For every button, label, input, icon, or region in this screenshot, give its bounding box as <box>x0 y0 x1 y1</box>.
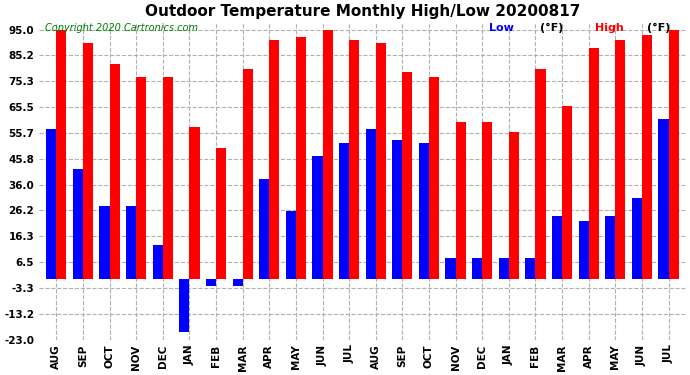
Bar <box>313 156 322 279</box>
Bar <box>163 77 173 279</box>
Bar <box>552 216 562 279</box>
Bar <box>126 206 136 279</box>
Bar <box>499 258 509 279</box>
Bar <box>46 129 57 279</box>
Bar <box>578 221 589 279</box>
Bar <box>322 30 333 279</box>
Text: (°F): (°F) <box>647 23 671 33</box>
Bar <box>259 179 269 279</box>
Bar <box>482 122 493 279</box>
Bar <box>615 40 625 279</box>
Bar <box>206 279 216 286</box>
Bar <box>525 258 535 279</box>
Bar <box>455 122 466 279</box>
Bar <box>349 40 359 279</box>
Bar <box>216 148 226 279</box>
Text: Low: Low <box>489 23 513 33</box>
Bar <box>658 119 669 279</box>
Text: High: High <box>595 23 624 33</box>
Bar <box>269 40 279 279</box>
Text: Copyright 2020 Cartronics.com: Copyright 2020 Cartronics.com <box>46 23 199 33</box>
Text: (°F): (°F) <box>540 23 564 33</box>
Bar <box>509 132 519 279</box>
Bar <box>99 206 110 279</box>
Bar <box>83 43 93 279</box>
Bar <box>366 129 376 279</box>
Bar <box>110 64 119 279</box>
Bar <box>190 127 199 279</box>
Bar <box>535 69 546 279</box>
Bar <box>642 35 652 279</box>
Bar <box>472 258 482 279</box>
Bar <box>392 140 402 279</box>
Bar <box>73 169 83 279</box>
Title: Outdoor Temperature Monthly High/Low 20200817: Outdoor Temperature Monthly High/Low 202… <box>145 4 580 19</box>
Bar <box>286 211 296 279</box>
Bar <box>233 279 243 286</box>
Bar <box>669 30 679 279</box>
Bar <box>57 30 66 279</box>
Bar <box>605 216 615 279</box>
Bar <box>562 106 572 279</box>
Bar <box>136 77 146 279</box>
Bar <box>589 48 599 279</box>
Bar <box>243 69 253 279</box>
Bar <box>179 279 190 332</box>
Bar <box>296 38 306 279</box>
Bar <box>376 43 386 279</box>
Bar <box>402 72 413 279</box>
Bar <box>632 198 642 279</box>
Bar <box>152 245 163 279</box>
Bar <box>339 142 349 279</box>
Bar <box>429 77 439 279</box>
Bar <box>446 258 455 279</box>
Bar <box>419 142 429 279</box>
